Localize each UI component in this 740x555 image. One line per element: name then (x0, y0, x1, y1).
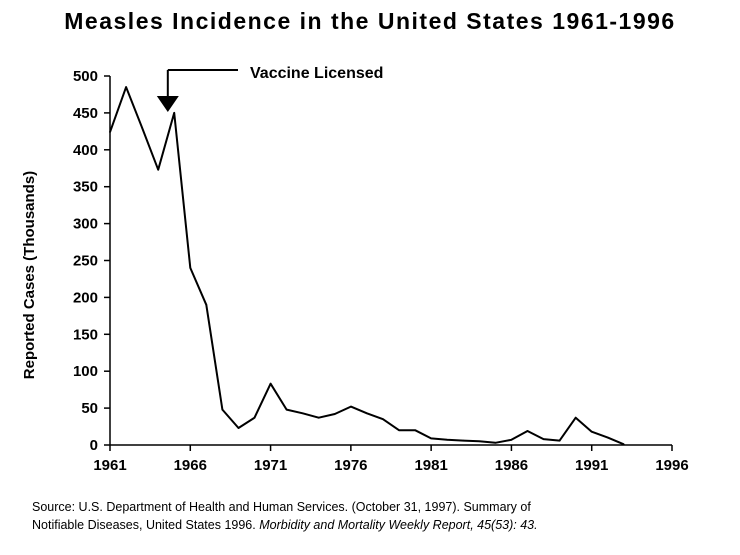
source-note: Source: U.S. Department of Health and Hu… (32, 498, 732, 534)
data-point (237, 427, 240, 429)
x-tick-label: 1966 (174, 457, 207, 474)
data-point (478, 440, 481, 443)
data-point (269, 382, 272, 385)
y-tick-label: 450 (73, 105, 98, 122)
data-point (141, 126, 143, 129)
x-tick-label: 1996 (655, 457, 688, 474)
source-line-2: Notifiable Diseases, United States 1996.… (32, 516, 732, 534)
data-point (542, 438, 545, 440)
series-line (109, 86, 625, 446)
x-tick-label: 1971 (254, 457, 287, 474)
data-point (253, 416, 256, 419)
y-tick-label: 500 (73, 68, 98, 85)
x-tick-label: 1976 (334, 457, 367, 474)
data-point (109, 131, 111, 133)
chart-plot-area (109, 86, 625, 446)
data-point (350, 405, 352, 408)
data-point (382, 418, 384, 420)
y-tick-label: 350 (73, 179, 98, 196)
source-line-2-plain: Notifiable Diseases, United States 1996. (32, 518, 256, 532)
chart-axes (109, 76, 672, 446)
y-tick-label: 50 (81, 400, 98, 417)
annotation-label: Vaccine Licensed (250, 65, 383, 82)
data-point (189, 267, 192, 269)
y-tick-label: 300 (73, 216, 98, 233)
data-point (398, 429, 400, 432)
y-tick-label: 200 (73, 289, 98, 306)
data-point (590, 430, 593, 433)
y-tick-label: 100 (73, 363, 98, 380)
data-point (317, 416, 320, 419)
y-tick-label: 0 (90, 437, 98, 454)
chart-ticks: 0 50 100 150 200 250 300 350 400 450 500 1961 1966 19… (73, 68, 689, 474)
x-tick-label: 1961 (93, 457, 126, 474)
data-point (414, 429, 416, 432)
source-line-2-italic: Morbidity and Mortality Weekly Report, 4… (259, 518, 538, 532)
page-title: Measles Incidence in the United States 1… (64, 8, 676, 34)
data-point (430, 437, 432, 440)
data-point (606, 436, 609, 439)
chart-annotations: Vaccine Licensed (156, 65, 383, 112)
x-tick-label: 1986 (495, 457, 528, 474)
data-point (462, 439, 465, 442)
data-point (125, 86, 127, 88)
data-point (285, 408, 288, 411)
data-point (221, 408, 224, 411)
source-line-1: Source: U.S. Department of Health and Hu… (32, 500, 531, 514)
data-point (157, 168, 159, 171)
data-point (446, 439, 449, 441)
data-point (574, 416, 577, 419)
data-point (205, 303, 208, 306)
data-point (526, 430, 529, 432)
y-tick-label: 150 (73, 326, 98, 343)
data-point (623, 443, 625, 446)
y-axis-title: Reported Cases (Thousands) (21, 171, 38, 379)
y-tick-label: 400 (73, 142, 98, 159)
annotation-arrow-head (156, 96, 179, 112)
data-point (558, 439, 561, 442)
data-point (510, 439, 513, 441)
data-point (494, 441, 497, 444)
data-point (301, 412, 304, 415)
y-tick-label: 250 (73, 253, 98, 270)
x-tick-label: 1991 (575, 457, 608, 474)
data-point (334, 413, 336, 415)
x-tick-label: 1981 (414, 457, 447, 474)
data-point (366, 412, 368, 415)
data-point (173, 112, 176, 114)
